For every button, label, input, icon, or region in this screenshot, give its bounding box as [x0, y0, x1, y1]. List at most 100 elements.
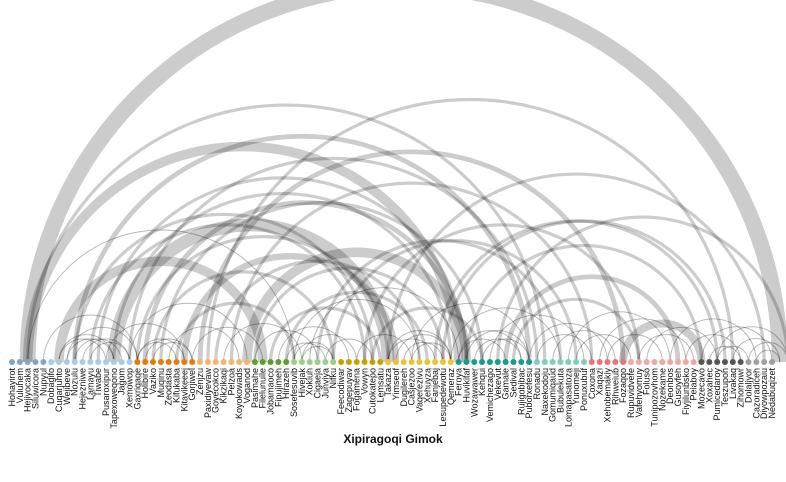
node-dot[interactable] — [518, 359, 525, 365]
node-dot[interactable] — [165, 359, 172, 365]
node-dot[interactable] — [134, 359, 141, 365]
node-dot[interactable] — [228, 359, 235, 365]
node-dot[interactable] — [56, 359, 63, 365]
node-dot[interactable] — [103, 359, 110, 365]
node-dot[interactable] — [463, 359, 470, 365]
node-dot[interactable] — [455, 359, 462, 365]
node-dot[interactable] — [424, 359, 431, 365]
node-dot[interactable] — [330, 359, 337, 365]
node-dot[interactable] — [9, 359, 15, 365]
node-dot[interactable] — [150, 359, 157, 365]
node-dot[interactable] — [439, 359, 446, 365]
node-dot[interactable] — [345, 359, 352, 365]
node-dot[interactable] — [627, 359, 634, 365]
node-dot[interactable] — [573, 359, 580, 365]
node-dot[interactable] — [690, 359, 697, 365]
node-dot[interactable] — [612, 359, 619, 365]
node-dot[interactable] — [698, 359, 705, 365]
node-dot[interactable] — [24, 359, 31, 365]
node-dot[interactable] — [635, 359, 642, 365]
node-dot[interactable] — [16, 359, 23, 365]
node-dot[interactable] — [353, 359, 360, 365]
node-dot[interactable] — [494, 359, 501, 365]
node-dot[interactable] — [369, 359, 376, 365]
node-dot[interactable] — [549, 359, 556, 365]
node-dot[interactable] — [729, 359, 736, 365]
node-dot[interactable] — [392, 359, 399, 365]
node-dot[interactable] — [706, 359, 713, 365]
node-dot[interactable] — [197, 359, 204, 365]
node-dot[interactable] — [769, 359, 775, 365]
node-dot[interactable] — [502, 359, 509, 365]
node-dot[interactable] — [189, 359, 196, 365]
node-dot[interactable] — [486, 359, 493, 365]
node-dot[interactable] — [761, 359, 768, 365]
node-dot[interactable] — [432, 359, 439, 365]
node-dot[interactable] — [604, 359, 611, 365]
node-dot[interactable] — [48, 359, 55, 365]
node-dot[interactable] — [338, 359, 345, 365]
node-dot[interactable] — [745, 359, 752, 365]
node-dot[interactable] — [173, 359, 180, 365]
node-dot[interactable] — [479, 359, 486, 365]
node-dot[interactable] — [298, 359, 305, 365]
link-arc — [42, 314, 138, 363]
node-dot[interactable] — [447, 359, 454, 365]
node-dot[interactable] — [275, 359, 282, 365]
node-dot[interactable] — [71, 359, 78, 365]
node-dot[interactable] — [126, 359, 133, 365]
node-dot[interactable] — [377, 359, 384, 365]
node-dot[interactable] — [79, 359, 86, 365]
node-dot[interactable] — [510, 359, 517, 365]
node-dot[interactable] — [737, 359, 744, 365]
node-dot[interactable] — [526, 359, 533, 365]
node-dot[interactable] — [157, 359, 164, 365]
link-arc — [708, 345, 742, 363]
node-dot[interactable] — [118, 359, 125, 365]
node-dot[interactable] — [63, 359, 70, 365]
node-dot[interactable] — [251, 359, 258, 365]
node-dot[interactable] — [643, 359, 650, 365]
node-dot[interactable] — [565, 359, 572, 365]
node-dot[interactable] — [400, 359, 407, 365]
node-dot[interactable] — [259, 359, 266, 365]
node-dot[interactable] — [110, 359, 117, 365]
node-dot[interactable] — [204, 359, 211, 365]
node-dot[interactable] — [620, 359, 627, 365]
node-dot[interactable] — [471, 359, 478, 365]
node-dot[interactable] — [651, 359, 658, 365]
node-dot[interactable] — [682, 359, 689, 365]
node-dot[interactable] — [40, 359, 47, 365]
node-dot[interactable] — [314, 359, 321, 365]
node-dot[interactable] — [557, 359, 564, 365]
node-dot[interactable] — [361, 359, 368, 365]
node-dot[interactable] — [267, 359, 274, 365]
node-dot[interactable] — [667, 359, 674, 365]
node-dot[interactable] — [291, 359, 298, 365]
node-dot[interactable] — [283, 359, 290, 365]
node-dot[interactable] — [753, 359, 760, 365]
node-dot[interactable] — [236, 359, 243, 365]
node-dot[interactable] — [416, 359, 423, 365]
node-dot[interactable] — [95, 359, 102, 365]
node-dot[interactable] — [714, 359, 721, 365]
node-dot[interactable] — [220, 359, 227, 365]
node-dot[interactable] — [580, 359, 587, 365]
node-dot[interactable] — [533, 359, 540, 365]
node-dot[interactable] — [659, 359, 666, 365]
node-dot[interactable] — [142, 359, 149, 365]
node-dot[interactable] — [181, 359, 188, 365]
node-dot[interactable] — [32, 359, 39, 365]
node-dot[interactable] — [674, 359, 681, 365]
node-dot[interactable] — [721, 359, 728, 365]
node-dot[interactable] — [322, 359, 329, 365]
node-dot[interactable] — [408, 359, 415, 365]
node-dot[interactable] — [385, 359, 392, 365]
node-dot[interactable] — [87, 359, 94, 365]
node-dot[interactable] — [212, 359, 219, 365]
node-dot[interactable] — [588, 359, 595, 365]
node-dot[interactable] — [541, 359, 548, 365]
node-dot[interactable] — [306, 359, 313, 365]
node-dot[interactable] — [596, 359, 603, 365]
node-dot[interactable] — [244, 359, 251, 365]
